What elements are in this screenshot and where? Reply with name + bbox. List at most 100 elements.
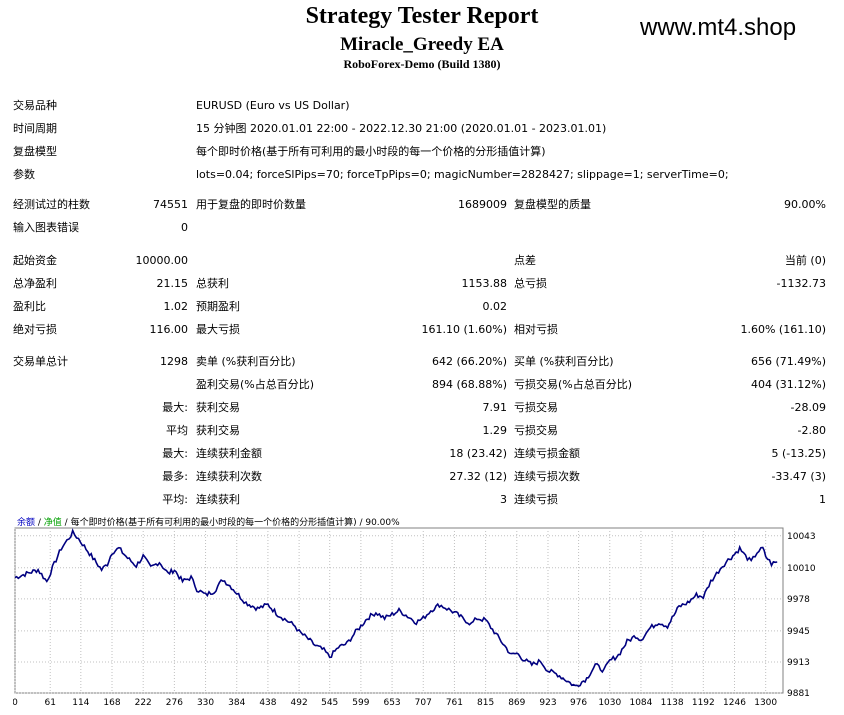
caption-sep1: / — [35, 518, 44, 528]
errors-value: 0 — [181, 221, 188, 234]
x-tick-label: 61 — [44, 698, 55, 708]
payoff-value: 0.02 — [482, 300, 508, 313]
short-value: 642 (66.20%) — [431, 355, 507, 368]
caption-equity: 净值 — [44, 516, 62, 528]
gross-profit-value: 1153.88 — [461, 277, 508, 290]
x-tick-label: 545 — [321, 698, 338, 708]
max-prefix: 最大: — [162, 447, 188, 460]
gross-loss-label: 总亏损 — [514, 277, 547, 290]
info-label-model: 复盘模型 — [13, 145, 57, 158]
site-watermark: www.mt4.shop — [640, 14, 797, 41]
x-tick-label: 0 — [13, 698, 18, 708]
largest-profit-label: 获利交易 — [196, 401, 240, 414]
y-tick-label: 10043 — [787, 532, 816, 542]
x-tick-label: 653 — [383, 698, 400, 708]
x-tick-label: 976 — [570, 698, 587, 708]
x-tick-label: 384 — [228, 698, 245, 708]
x-tick-label: 1192 — [692, 698, 715, 708]
pf-value: 1.02 — [163, 300, 189, 313]
x-tick-label: 438 — [259, 698, 276, 708]
avg-cons-wins-label: 连续获利 — [196, 493, 240, 506]
x-tick-label: 222 — [135, 698, 152, 708]
gross-profit-label: 总获利 — [196, 277, 229, 290]
avg-cons-losses-value: 1 — [819, 493, 826, 506]
x-tick-label: 276 — [166, 698, 183, 708]
bars-value: 74551 — [153, 198, 188, 211]
x-tick-label: 923 — [539, 698, 556, 708]
x-tick-label: 815 — [477, 698, 494, 708]
caption-quality: / 90.00% — [357, 518, 401, 528]
ticks-label: 用于复盘的即时价数量 — [196, 198, 306, 211]
y-tick-label: 9978 — [787, 595, 810, 605]
x-tick-label: 168 — [103, 698, 120, 708]
average-prefix: 平均 — [166, 424, 188, 437]
info-value-symbol: EURUSD (Euro vs US Dollar) — [196, 99, 350, 112]
x-axis-ticks: 0 61 114 168 222 276 330 384 438 492 545 599 653 707 7… — [13, 698, 777, 708]
x-tick-label: 1246 — [723, 698, 746, 708]
ea-name: Miracle_Greedy EA — [340, 34, 504, 55]
max-cons-wins-value: 18 (23.42) — [449, 447, 507, 460]
largest-profit-value: 7.91 — [482, 401, 508, 414]
quality-value: 90.00% — [784, 198, 826, 211]
y-tick-label: 9945 — [787, 627, 810, 637]
net-label: 总净盈利 — [13, 277, 57, 290]
loss-trades-label: 亏损交易(%占总百分比) — [514, 378, 633, 391]
avg-cons-prefix: 平均: — [162, 493, 188, 506]
average-profit-value: 1.29 — [482, 424, 508, 437]
payoff-label: 预期盈利 — [196, 300, 240, 313]
average-loss-label: 亏损交易 — [514, 424, 558, 437]
x-tick-label: 1300 — [754, 698, 777, 708]
max-cons-losses-value: 5 (-13.25) — [771, 447, 826, 460]
report-title: Strategy Tester Report — [305, 3, 539, 29]
short-label: 卖单 (%获利百分比) — [196, 355, 296, 368]
deposit-label: 起始资金 — [13, 254, 57, 267]
info-label-period: 时间周期 — [13, 122, 57, 135]
pf-label: 盈利比 — [13, 300, 46, 313]
largest-loss-value: -28.09 — [790, 401, 826, 414]
total-label: 交易单总计 — [13, 355, 68, 368]
max-dd-value: 161.10 (1.60%) — [421, 323, 507, 336]
net-value: 21.15 — [156, 277, 189, 290]
x-tick-label: 761 — [446, 698, 463, 708]
x-tick-label: 492 — [291, 698, 308, 708]
abs-dd-label: 绝对亏损 — [13, 323, 57, 336]
ticks-value: 1689009 — [458, 198, 507, 211]
max-cons-loss-value: -33.47 (3) — [771, 470, 826, 483]
x-tick-label: 707 — [415, 698, 432, 708]
chart-caption: 余额 / 净值 / 每个即时价格(基于所有可利用的最小时段的每一个价格的分形插值… — [17, 516, 400, 528]
profit-trades-label: 盈利交易(%占总百分比) — [196, 378, 315, 391]
rel-dd-label: 相对亏损 — [514, 323, 558, 336]
x-tick-label: 330 — [197, 698, 214, 708]
spread-value: 当前 (0) — [784, 254, 826, 267]
y-axis-ticks: 10043 10010 9978 9945 9913 9881 — [787, 532, 816, 699]
y-tick-label: 9881 — [787, 689, 810, 699]
spread-label: 点差 — [514, 254, 536, 267]
long-value: 656 (71.49%) — [750, 355, 826, 368]
total-value: 1298 — [160, 355, 188, 368]
x-tick-label: 1084 — [629, 698, 652, 708]
loss-trades-value: 404 (31.12%) — [750, 378, 826, 391]
quality-label: 复盘模型的质量 — [514, 198, 591, 211]
deposit-value: 10000.00 — [135, 254, 189, 267]
x-tick-label: 114 — [72, 698, 89, 708]
caption-balance: 余额 — [17, 516, 35, 528]
y-tick-label: 10010 — [787, 564, 816, 574]
max-cons-loss-label: 连续亏损次数 — [514, 470, 580, 483]
avg-cons-losses-label: 连续亏损 — [514, 493, 558, 506]
max-cons-profit-value: 27.32 (12) — [449, 470, 507, 483]
info-label-params: 参数 — [13, 168, 35, 181]
max-dd-label: 最大亏损 — [196, 323, 240, 336]
x-tick-label: 1138 — [661, 698, 684, 708]
average-profit-label: 获利交易 — [196, 424, 240, 437]
x-tick-label: 599 — [352, 698, 369, 708]
x-tick-label: 869 — [508, 698, 525, 708]
average-loss-value: -2.80 — [797, 424, 826, 437]
errors-label: 输入图表错误 — [13, 221, 79, 234]
avg-cons-wins-value: 3 — [500, 493, 507, 506]
max-cons-wins-label: 连续获利金额 — [196, 447, 262, 460]
most-prefix: 最多: — [162, 470, 188, 483]
abs-dd-value: 116.00 — [149, 323, 189, 336]
balance-line — [14, 528, 778, 688]
bars-label: 经测试过的柱数 — [13, 198, 90, 211]
info-value-params: lots=0.04; forceSlPips=70; forceTpPips=0… — [196, 168, 729, 181]
